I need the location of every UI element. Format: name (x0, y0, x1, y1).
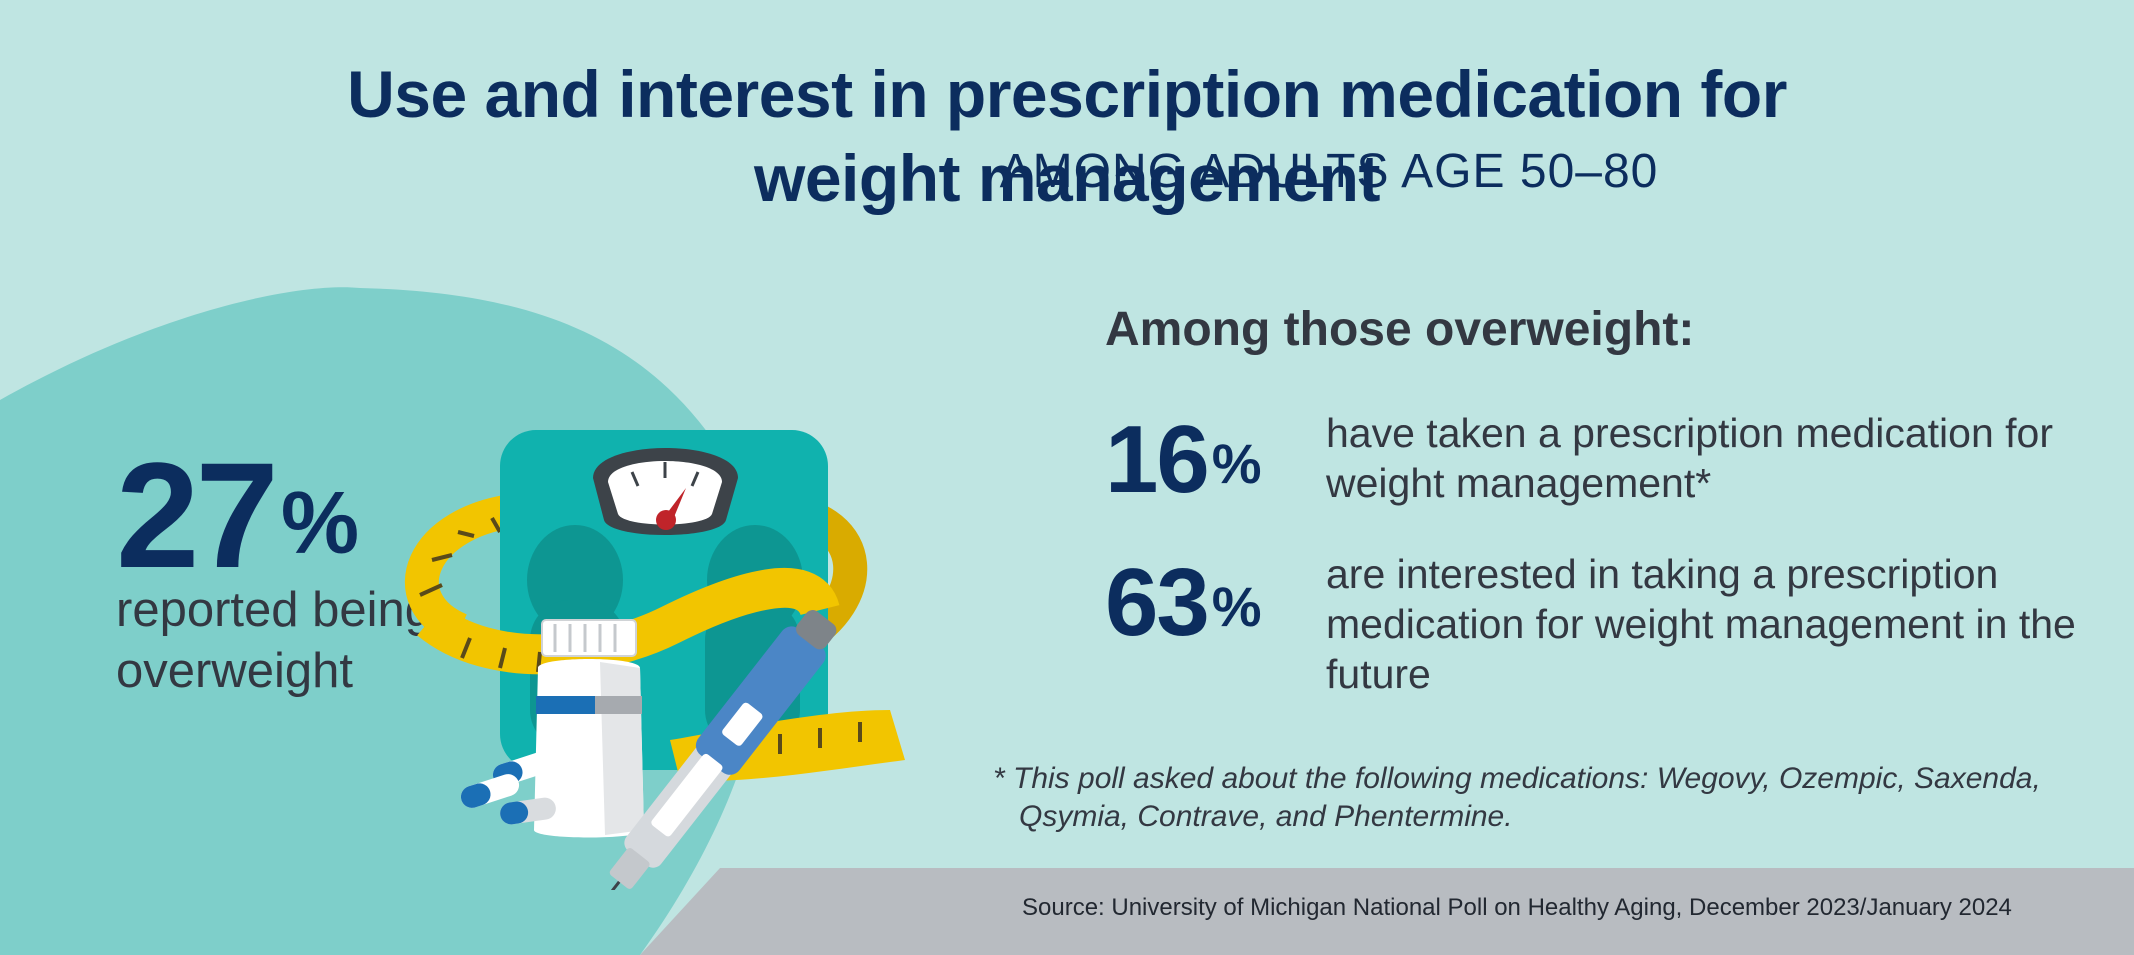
overweight-percent: 27% (116, 440, 359, 590)
injection-pen-icon (587, 610, 837, 890)
overweight-percent-unit: % (280, 473, 359, 572)
stat-16-percent: 16% (1105, 412, 1262, 508)
pill-bottle-icon (534, 619, 644, 838)
stat-16-unit: % (1211, 432, 1262, 495)
overweight-caption: reported being overweight (116, 583, 433, 698)
overweight-percent-value: 27 (116, 431, 279, 599)
stat-63-value: 63 (1105, 549, 1210, 656)
source-citation: Source: University of Michigan National … (1022, 894, 2012, 921)
among-heading: Among those overweight: (1105, 303, 1695, 356)
stat-16-text: have taken a prescription medication for… (1326, 410, 2054, 506)
stat-63-percent: 63% (1105, 555, 1262, 651)
capsules-icon (460, 752, 556, 825)
title-second-line: AMONG ADULTS AGE 50–80 (0, 136, 2134, 220)
stat-63-unit: % (1211, 575, 1262, 638)
medication-illustration (404, 430, 905, 890)
footnote: * This poll asked about the following me… (993, 762, 2041, 833)
page-title: Use and interest in prescription medicat… (0, 52, 2134, 215)
title-main: Use and interest in prescription medicat… (347, 57, 1787, 215)
stat-16-value: 16 (1105, 406, 1210, 513)
title-subtitle: AMONG ADULTS AGE 50–80 (999, 145, 1659, 198)
stat-63-text: are interested in taking a prescription … (1326, 551, 2076, 697)
